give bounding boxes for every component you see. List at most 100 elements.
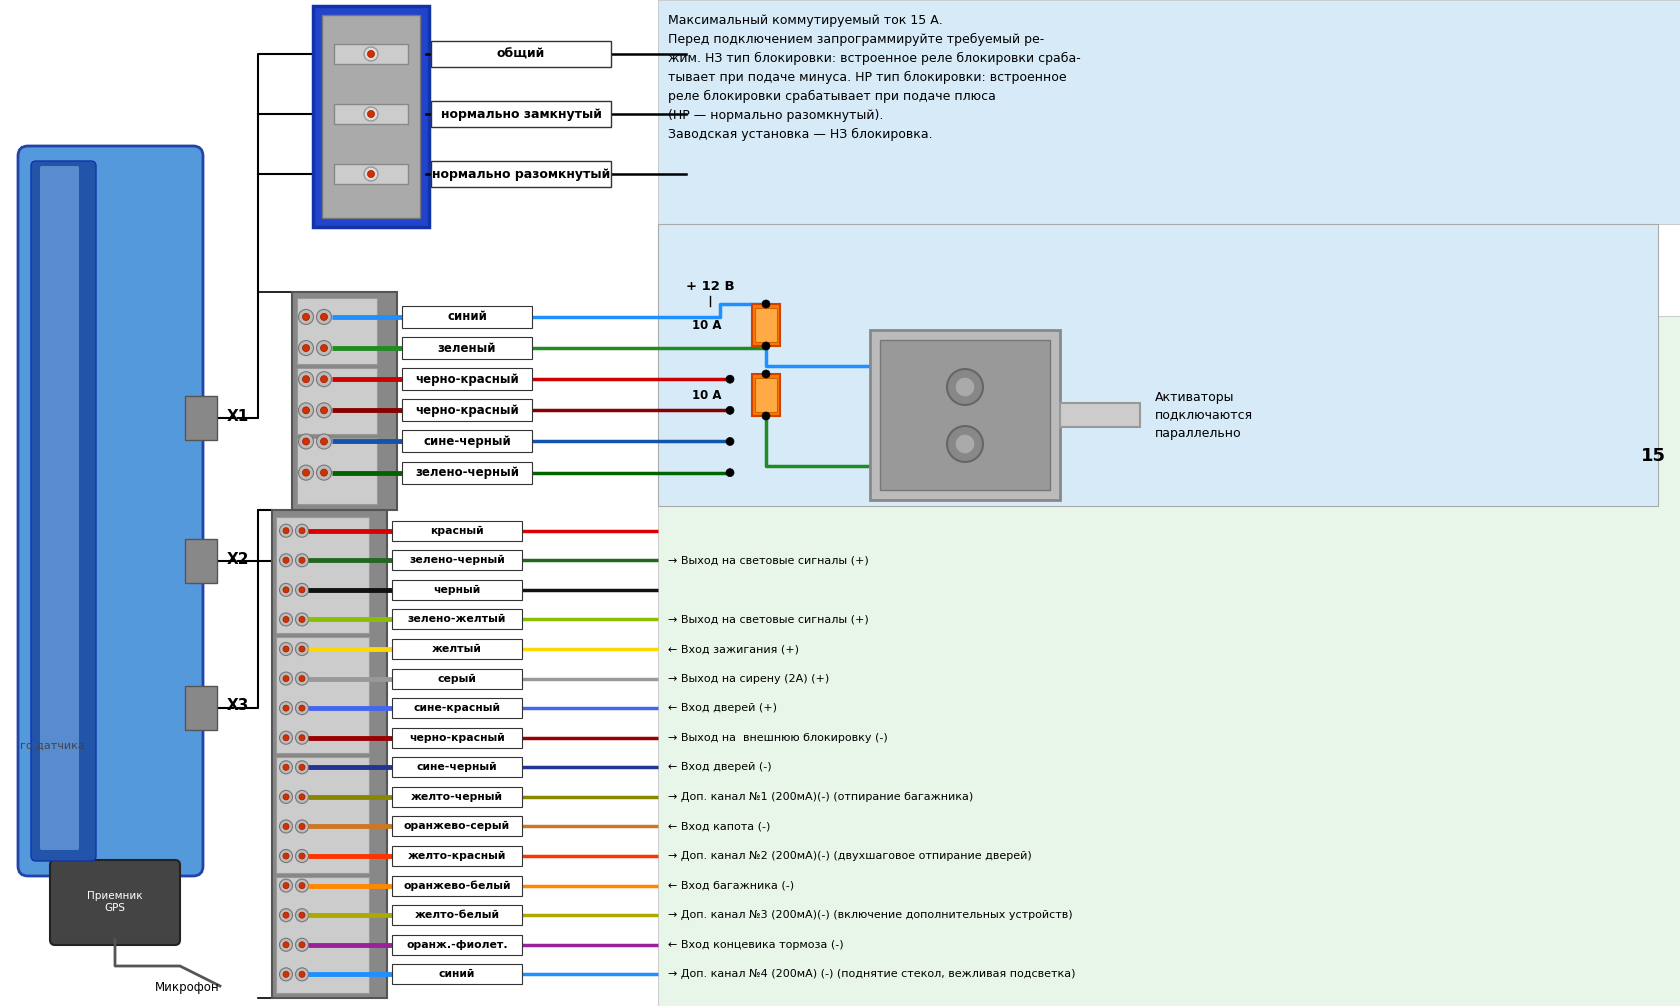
Circle shape — [302, 438, 309, 445]
Circle shape — [299, 434, 312, 449]
FancyBboxPatch shape — [657, 0, 1680, 224]
Circle shape — [321, 469, 328, 476]
Text: желто-белый: желто-белый — [415, 910, 499, 920]
Text: нормально разомкнутый: нормально разомкнутый — [432, 168, 610, 180]
Circle shape — [365, 47, 378, 61]
Circle shape — [279, 643, 292, 656]
Circle shape — [299, 676, 304, 682]
FancyBboxPatch shape — [402, 399, 531, 422]
Text: черный: черный — [433, 584, 480, 595]
Text: тывает при подаче минуса. НР тип блокировки: встроенное: тывает при подаче минуса. НР тип блокиро… — [667, 71, 1067, 85]
Text: общий: общий — [497, 47, 544, 60]
Circle shape — [946, 426, 983, 462]
Text: X3: X3 — [227, 698, 249, 713]
Circle shape — [296, 643, 309, 656]
Circle shape — [299, 528, 304, 534]
Circle shape — [316, 371, 331, 386]
Circle shape — [282, 882, 289, 888]
FancyBboxPatch shape — [185, 396, 217, 440]
Circle shape — [282, 617, 289, 623]
FancyBboxPatch shape — [754, 378, 776, 412]
Circle shape — [365, 107, 378, 121]
Circle shape — [299, 557, 304, 563]
Text: зелено-черный: зелено-черный — [415, 466, 519, 479]
FancyBboxPatch shape — [297, 368, 376, 434]
Circle shape — [296, 701, 309, 714]
FancyBboxPatch shape — [391, 935, 522, 955]
FancyBboxPatch shape — [276, 877, 370, 993]
FancyBboxPatch shape — [879, 340, 1050, 490]
Text: серый: серый — [437, 674, 475, 684]
FancyBboxPatch shape — [391, 550, 522, 570]
FancyBboxPatch shape — [391, 905, 522, 926]
Circle shape — [299, 942, 304, 948]
FancyBboxPatch shape — [292, 292, 396, 510]
FancyBboxPatch shape — [276, 517, 370, 633]
Circle shape — [299, 794, 304, 800]
Text: → Доп. канал №3 (200мА)(-) (включение дополнительных устройств): → Доп. канал №3 (200мА)(-) (включение до… — [667, 910, 1072, 920]
Text: → Доп. канал №1 (200мА)(-) (отпирание багажника): → Доп. канал №1 (200мА)(-) (отпирание ба… — [667, 792, 973, 802]
Circle shape — [282, 942, 289, 948]
Circle shape — [299, 586, 304, 593]
Circle shape — [316, 434, 331, 449]
FancyBboxPatch shape — [754, 308, 776, 342]
Circle shape — [302, 314, 309, 321]
Circle shape — [299, 734, 304, 740]
FancyBboxPatch shape — [402, 368, 531, 390]
Circle shape — [726, 469, 734, 477]
Text: оранжево-серый: оранжево-серый — [403, 822, 509, 832]
Text: → Доп. канал №2 (200мА)(-) (двухшаговое отпирание дверей): → Доп. канал №2 (200мА)(-) (двухшаговое … — [667, 851, 1032, 861]
Text: зеленый: зеленый — [437, 342, 496, 354]
Circle shape — [321, 345, 328, 351]
FancyBboxPatch shape — [297, 438, 376, 504]
Circle shape — [296, 613, 309, 626]
Text: красный: красный — [430, 526, 484, 536]
Text: ← Вход багажника (-): ← Вход багажника (-) — [667, 880, 793, 890]
FancyBboxPatch shape — [276, 757, 370, 873]
FancyBboxPatch shape — [391, 875, 522, 895]
Circle shape — [368, 111, 375, 118]
Circle shape — [282, 646, 289, 652]
Circle shape — [299, 972, 304, 978]
Text: (НР — нормально разомкнутый).: (НР — нормально разомкнутый). — [667, 109, 884, 122]
Circle shape — [299, 705, 304, 711]
FancyBboxPatch shape — [391, 787, 522, 807]
Text: го датчика: го датчика — [20, 741, 84, 751]
Circle shape — [282, 972, 289, 978]
Circle shape — [761, 370, 769, 378]
Circle shape — [282, 765, 289, 771]
Circle shape — [296, 553, 309, 566]
Text: ← Вход дверей (-): ← Вход дверей (-) — [667, 763, 771, 773]
Text: → Выход на световые сигналы (+): → Выход на световые сигналы (+) — [667, 615, 869, 625]
FancyBboxPatch shape — [334, 44, 408, 64]
FancyBboxPatch shape — [1060, 403, 1139, 427]
Text: жим. НЗ тип блокировки: встроенное реле блокировки сраба-: жим. НЗ тип блокировки: встроенное реле … — [667, 52, 1080, 65]
Text: → Доп. канал №4 (200мА) (-) (поднятие стекол, вежливая подсветка): → Доп. канал №4 (200мА) (-) (поднятие ст… — [667, 970, 1075, 980]
FancyBboxPatch shape — [391, 639, 522, 659]
Circle shape — [299, 465, 312, 480]
Text: оранжево-белый: оранжево-белый — [403, 880, 511, 891]
Circle shape — [296, 761, 309, 774]
FancyBboxPatch shape — [391, 846, 522, 866]
Text: зелено-черный: зелено-черный — [408, 555, 504, 565]
Text: → Выход на  внешнюю блокировку (-): → Выход на внешнюю блокировку (-) — [667, 732, 887, 742]
Circle shape — [726, 375, 734, 383]
Circle shape — [761, 412, 769, 420]
Circle shape — [296, 968, 309, 981]
Circle shape — [299, 617, 304, 623]
Circle shape — [316, 310, 331, 324]
Text: + 12 В: + 12 В — [685, 280, 734, 293]
FancyBboxPatch shape — [751, 374, 780, 416]
Text: ← Вход капота (-): ← Вход капота (-) — [667, 822, 769, 832]
Circle shape — [296, 524, 309, 537]
FancyBboxPatch shape — [185, 686, 217, 730]
Text: зелено-желтый: зелено-желтый — [408, 615, 506, 625]
Circle shape — [302, 469, 309, 476]
Circle shape — [279, 968, 292, 981]
Text: Активаторы
подключаются
параллельно: Активаторы подключаются параллельно — [1154, 390, 1252, 440]
FancyBboxPatch shape — [391, 669, 522, 688]
Circle shape — [299, 646, 304, 652]
FancyBboxPatch shape — [391, 817, 522, 836]
Circle shape — [279, 939, 292, 952]
Text: черно-красный: черно-красный — [415, 403, 519, 416]
